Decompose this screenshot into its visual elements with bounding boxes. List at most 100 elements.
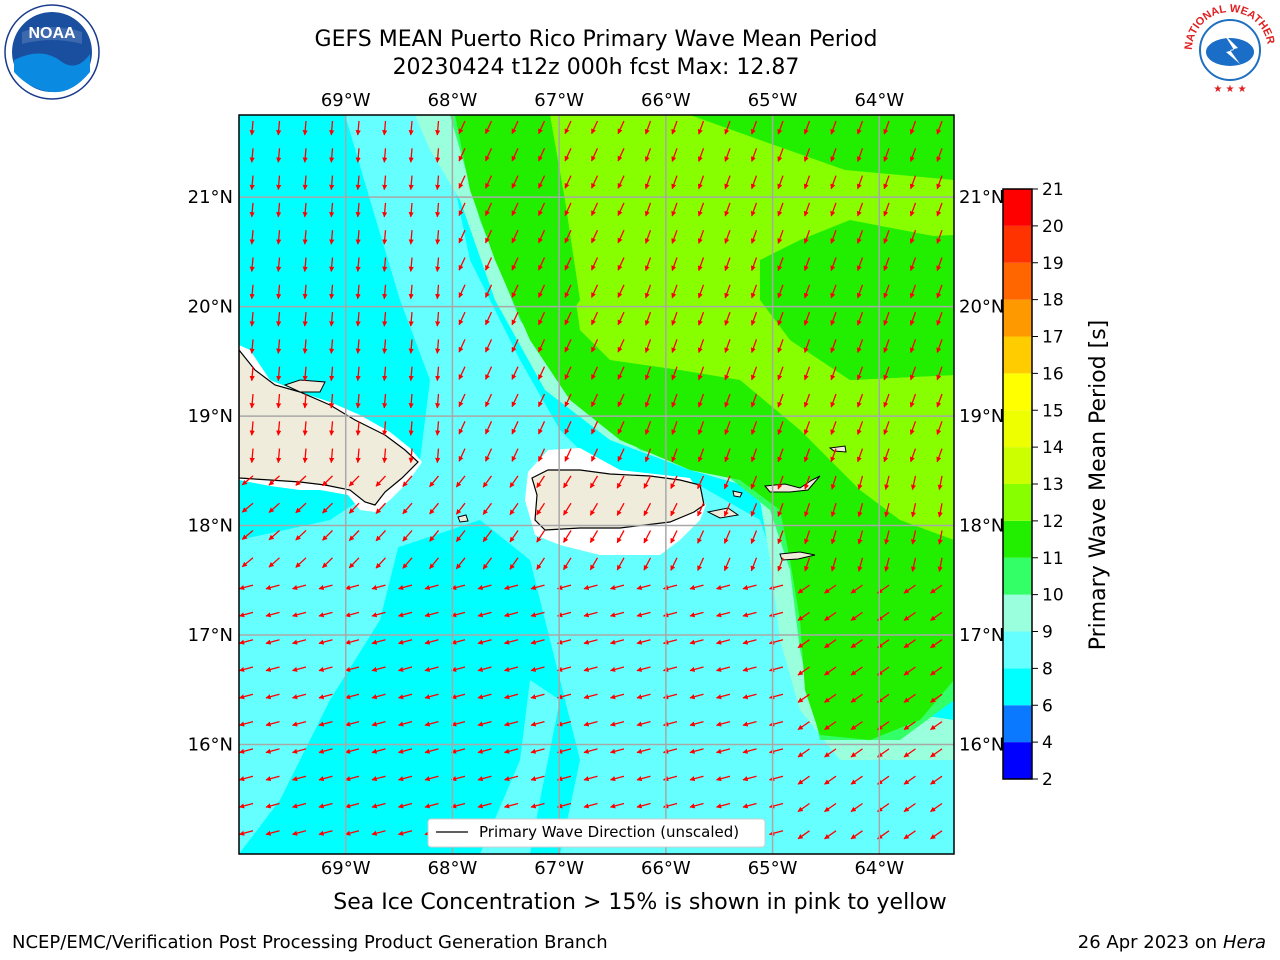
wave-arrow [768, 666, 784, 672]
wave-arrow [830, 448, 837, 463]
wave-arrow [824, 830, 837, 840]
colorbar [1002, 188, 1033, 780]
wave-arrow [903, 666, 916, 676]
wave-arrow [511, 257, 519, 271]
wave-arrow [617, 202, 625, 217]
wave-arrow [329, 257, 335, 272]
wave-arrow [644, 175, 652, 190]
wave-arrow [302, 448, 308, 464]
lon-tick-label: 66°W [641, 858, 691, 879]
wave-arrow [511, 202, 519, 217]
wave-arrow [408, 421, 414, 436]
map-legend: Primary Wave Direction (unscaled) [427, 818, 766, 848]
wave-arrow [768, 611, 784, 618]
wave-arrow [382, 421, 388, 436]
wave-arrow [797, 748, 810, 758]
wave-arrow [617, 175, 625, 189]
wave-arrow [302, 148, 308, 163]
wave-arrow [609, 584, 625, 591]
wave-arrow [458, 366, 466, 380]
wave-arrow [429, 530, 440, 542]
wave-arrow [936, 148, 943, 162]
wave-arrow [408, 448, 414, 464]
footer-date: 26 Apr 2023 on Hera [1078, 932, 1266, 953]
wave-arrow [768, 639, 784, 645]
wave-arrow [477, 639, 492, 645]
colorbar-tick-label: 13 [1042, 475, 1064, 495]
wave-arrow [609, 611, 625, 618]
wave-arrow [644, 448, 652, 463]
wave-arrow [484, 311, 493, 326]
wave-arrow [777, 530, 784, 545]
wave-arrow [429, 502, 440, 515]
wave-arrow [484, 175, 493, 189]
wave-arrow [408, 339, 414, 354]
wave-arrow [329, 421, 335, 436]
wave-arrow [435, 448, 441, 464]
wave-arrow [503, 693, 519, 700]
wave-arrow [715, 611, 731, 618]
colorbar-tick-label: 17 [1042, 328, 1064, 348]
wave-arrow [644, 202, 652, 217]
wave-arrow [715, 802, 731, 809]
wave-arrow [643, 475, 652, 489]
wave-arrow [429, 557, 440, 570]
wave-arrow [830, 311, 837, 326]
wave-arrow [564, 421, 572, 435]
wave-arrow [276, 339, 282, 354]
wave-arrow [850, 584, 863, 594]
colorbar-tick-label: 14 [1042, 438, 1064, 458]
wave-arrow [484, 339, 493, 353]
wave-arrow [371, 802, 386, 809]
wave-arrow [302, 339, 308, 354]
wave-arrow [689, 611, 704, 618]
wave-arrow [397, 720, 413, 727]
wave-arrow [295, 475, 307, 486]
wave-arrow [616, 502, 625, 516]
wave-arrow [484, 284, 493, 298]
culebra-island [732, 490, 743, 498]
wave-arrow [482, 475, 493, 488]
wave-arrow [344, 720, 360, 727]
wave-arrow [435, 284, 441, 300]
wave-arrow [830, 284, 837, 299]
wave-arrow [724, 229, 731, 244]
period-11-12-zone-east [770, 235, 954, 380]
lon-tick-label: 64°W [854, 90, 904, 111]
wave-arrow [830, 257, 837, 272]
wave-arrow [910, 503, 917, 518]
wave-arrow [909, 175, 917, 190]
wave-arrow [909, 257, 917, 272]
wave-arrow [750, 557, 758, 572]
wave-arrow [930, 748, 943, 758]
wave-arrow [671, 175, 678, 190]
wave-arrow [344, 666, 360, 672]
wave-arrow [484, 202, 493, 217]
wave-arrow [883, 393, 890, 408]
wave-arrow [424, 748, 439, 754]
wave-arrow [697, 175, 705, 190]
wave-arrow [903, 802, 916, 813]
lat-tick-label: 18°N [959, 516, 1004, 537]
wave-arrow [239, 584, 254, 591]
wave-arrow [777, 311, 784, 326]
wave-arrow [408, 393, 414, 409]
wave-arrow [302, 202, 308, 218]
wave-arrow [344, 830, 360, 836]
colorbar-segment [1003, 705, 1032, 743]
wave-arrow [408, 312, 414, 327]
wave-arrow [750, 366, 758, 381]
wave-arrow [408, 202, 414, 218]
wave-arrow [617, 120, 625, 135]
wave-arrow [371, 693, 386, 700]
wave-arrow [777, 557, 784, 572]
wave-arrow [511, 148, 519, 162]
colorbar-segment [1003, 631, 1032, 669]
wave-arrow [382, 202, 388, 218]
wave-arrow [930, 775, 943, 785]
wave-arrow [450, 666, 466, 672]
wave-arrow [382, 120, 388, 136]
wave-arrow [715, 639, 731, 645]
nws-stars-icon: ★ ★ ★ [1213, 84, 1246, 95]
wave-arrow [883, 448, 890, 463]
